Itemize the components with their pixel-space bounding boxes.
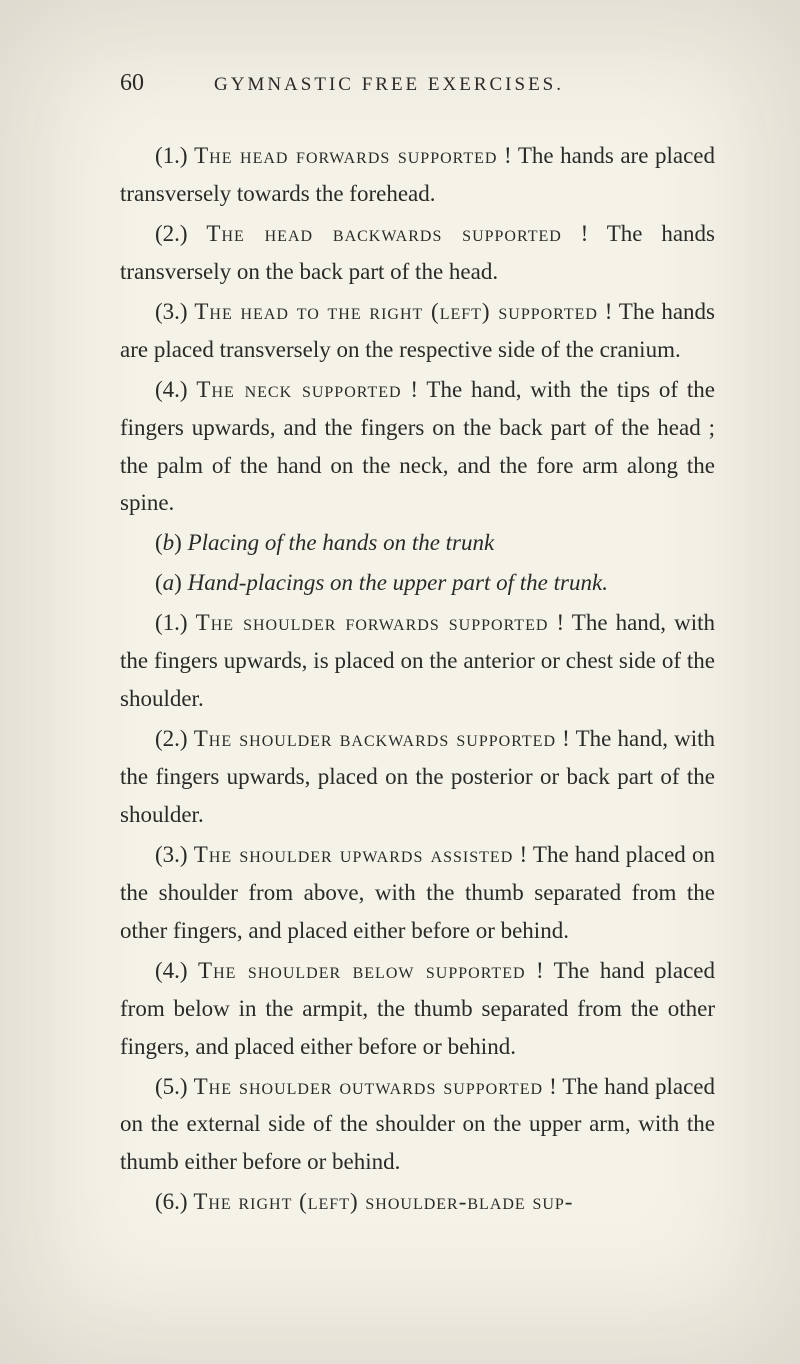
paragraph-9: (3.) The shoulder upwards assisted ! The… bbox=[120, 836, 715, 950]
p6-close: ) bbox=[174, 570, 187, 595]
p6-paren: ( bbox=[155, 570, 163, 595]
chapter-title: GYMNASTIC FREE EXERCISES. bbox=[214, 74, 564, 96]
p5-label: b bbox=[163, 530, 175, 555]
page-number: 60 bbox=[120, 70, 144, 97]
p7-prefix: (1.) bbox=[155, 610, 196, 635]
paragraph-10: (4.) The shoulder below supported ! The … bbox=[120, 952, 715, 1066]
p10-prefix: (4.) bbox=[155, 958, 198, 983]
p11-prefix: (5.) bbox=[155, 1074, 194, 1099]
p1-smallcaps: The head forwards supported bbox=[194, 143, 497, 168]
p5-italic: Placing of the hands on the trunk bbox=[188, 530, 495, 555]
paragraph-2: (2.) The head backwards supported ! The … bbox=[120, 215, 715, 291]
paragraph-7: (1.) The shoulder forwards supported ! T… bbox=[120, 604, 715, 718]
p2-prefix: (2.) bbox=[155, 221, 206, 246]
p12-prefix: (6.) bbox=[155, 1189, 193, 1214]
page-header: 60 GYMNASTIC FREE EXERCISES. bbox=[120, 70, 715, 97]
p4-prefix: (4.) bbox=[155, 377, 196, 402]
body-text: (1.) The head forwards supported ! The h… bbox=[120, 137, 715, 1221]
p9-smallcaps: The shoulder upwards assisted bbox=[194, 842, 513, 867]
p8-prefix: (2.) bbox=[155, 726, 194, 751]
paragraph-1: (1.) The head forwards supported ! The h… bbox=[120, 137, 715, 213]
page-container: 60 GYMNASTIC FREE EXERCISES. (1.) The he… bbox=[0, 0, 800, 1283]
p10-smallcaps: The shoulder below supported bbox=[198, 958, 526, 983]
paragraph-11: (5.) The shoulder outwards supported ! T… bbox=[120, 1068, 715, 1182]
paragraph-6: (a) Hand-placings on the upper part of t… bbox=[120, 564, 715, 602]
p2-smallcaps: The head backwards supported bbox=[206, 221, 561, 246]
paragraph-8: (2.) The shoulder backwards supported ! … bbox=[120, 720, 715, 834]
p1-prefix: (1.) bbox=[155, 143, 194, 168]
p7-smallcaps: The shoulder forwards supported bbox=[196, 610, 549, 635]
p12-smallcaps: The right (left) shoulder-blade sup- bbox=[193, 1189, 573, 1214]
paragraph-12: (6.) The right (left) shoulder-blade sup… bbox=[120, 1183, 715, 1221]
p5-close: ) bbox=[174, 530, 187, 555]
p3-prefix: (3.) bbox=[155, 299, 194, 324]
p6-italic: Hand-placings on the upper part of the t… bbox=[188, 570, 608, 595]
p11-smallcaps: The shoulder outwards supported bbox=[194, 1074, 543, 1099]
paragraph-3: (3.) The head to the right (left) suppor… bbox=[120, 293, 715, 369]
p3-smallcaps: The head to the right (left) supported bbox=[194, 299, 598, 324]
p4-smallcaps: The neck supported bbox=[196, 377, 401, 402]
p5-paren: ( bbox=[155, 530, 163, 555]
p6-label: a bbox=[163, 570, 175, 595]
p9-prefix: (3.) bbox=[155, 842, 194, 867]
paragraph-5: (b) Placing of the hands on the trunk bbox=[120, 524, 715, 562]
p8-smallcaps: The shoulder backwards supported bbox=[194, 726, 556, 751]
paragraph-4: (4.) The neck supported ! The hand, with… bbox=[120, 371, 715, 523]
